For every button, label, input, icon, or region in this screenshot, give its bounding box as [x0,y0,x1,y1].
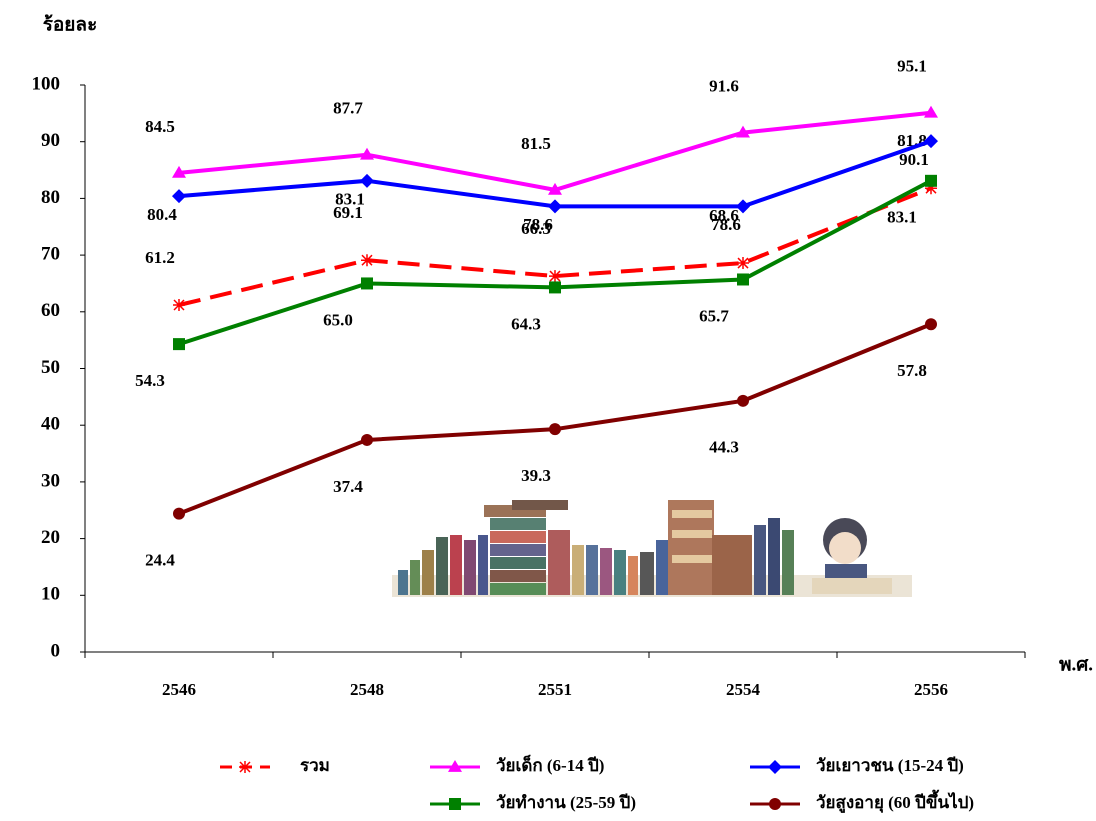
data-label: 69.1 [333,203,363,222]
data-label: 78.6 [523,215,553,234]
marker [361,277,373,290]
marker [449,798,461,810]
y-tick-label: 10 [41,584,60,605]
series-line [178,186,932,307]
marker [736,199,750,214]
data-label: 84.5 [145,117,175,136]
marker [360,147,374,160]
marker [737,257,749,270]
y-tick-label: 0 [51,640,61,661]
x-tick-label: 2554 [726,680,761,699]
data-label: 90.1 [899,150,929,169]
legend-item: วัยเยาวชน (15-24 ปี) [750,755,964,775]
marker [924,105,938,118]
marker [361,433,373,446]
marker [173,298,185,311]
marker [239,761,251,773]
data-label: 87.7 [333,99,363,118]
marker [736,125,750,138]
marker [548,199,562,214]
legend-item: วัยเด็ก (6-14 ปี) [430,753,604,775]
marker [768,760,782,774]
data-label: 95.1 [897,57,927,76]
marker [769,798,781,810]
data-label: 83.1 [887,208,917,227]
marker [737,394,749,407]
data-label: 64.3 [511,314,541,333]
data-label: 78.6 [711,215,741,234]
marker [448,760,462,772]
y-tick-label: 90 [41,130,60,151]
data-label: 80.4 [147,205,177,224]
y-tick-label: 60 [41,300,60,321]
y-tick-label: 100 [32,73,61,94]
data-label: 39.3 [521,466,551,485]
legend-item: รวม [220,756,330,775]
marker [173,507,185,520]
series-line [178,139,932,209]
y-axis-title: ร้อยละ [43,13,98,35]
legend-item: วัยทำงาน (25-59 ปี) [430,792,636,812]
x-tick-label: 2546 [162,680,196,699]
legend-item: วัยสูงอายุ (60 ปีขึ้นไป) [750,789,974,814]
marker [925,318,937,331]
marker [737,273,749,286]
books-illustration [392,500,912,597]
legend-label: วัยเยาวชน (15-24 ปี) [816,755,964,775]
series-line [178,322,932,516]
data-label: 37.4 [333,477,363,496]
data-label: 54.3 [135,371,165,390]
legend-label: รวม [300,756,330,775]
marker [173,338,185,351]
legend-label: วัยสูงอายุ (60 ปีขึ้นไป) [816,789,974,814]
data-label: 61.2 [145,248,175,267]
data-label: 65.7 [699,306,729,325]
data-label: 81.5 [521,134,551,153]
marker [548,182,562,195]
y-tick-label: 80 [41,187,60,208]
legend-label: วัยทำงาน (25-59 ปี) [496,792,636,812]
marker [549,281,561,294]
marker [925,182,937,195]
data-label: 65.0 [323,310,353,329]
data-label: 91.6 [709,77,739,96]
marker [360,173,374,188]
marker [549,270,561,283]
data-label: 66.3 [521,219,551,238]
marker [925,174,937,187]
x-tick-label: 2556 [914,680,948,699]
marker [549,423,561,436]
y-tick-label: 30 [41,470,60,491]
x-tick-label: 2548 [350,680,384,699]
marker [924,134,938,149]
x-tick-label: 2551 [538,680,572,699]
y-tick-label: 20 [41,527,60,548]
marker [172,165,186,178]
legend-label: วัยเด็ก (6-14 ปี) [496,753,604,775]
data-label: 44.3 [709,438,739,457]
data-label: 83.1 [335,190,365,209]
y-tick-label: 50 [41,357,60,378]
marker [361,254,373,267]
x-axis-title: พ.ศ. [1059,654,1093,675]
data-label: 24.4 [145,551,175,570]
y-tick-label: 70 [41,243,60,264]
marker [172,189,186,204]
data-label: 57.8 [897,361,927,380]
y-tick-label: 40 [41,414,60,435]
data-label: 68.6 [709,206,739,225]
